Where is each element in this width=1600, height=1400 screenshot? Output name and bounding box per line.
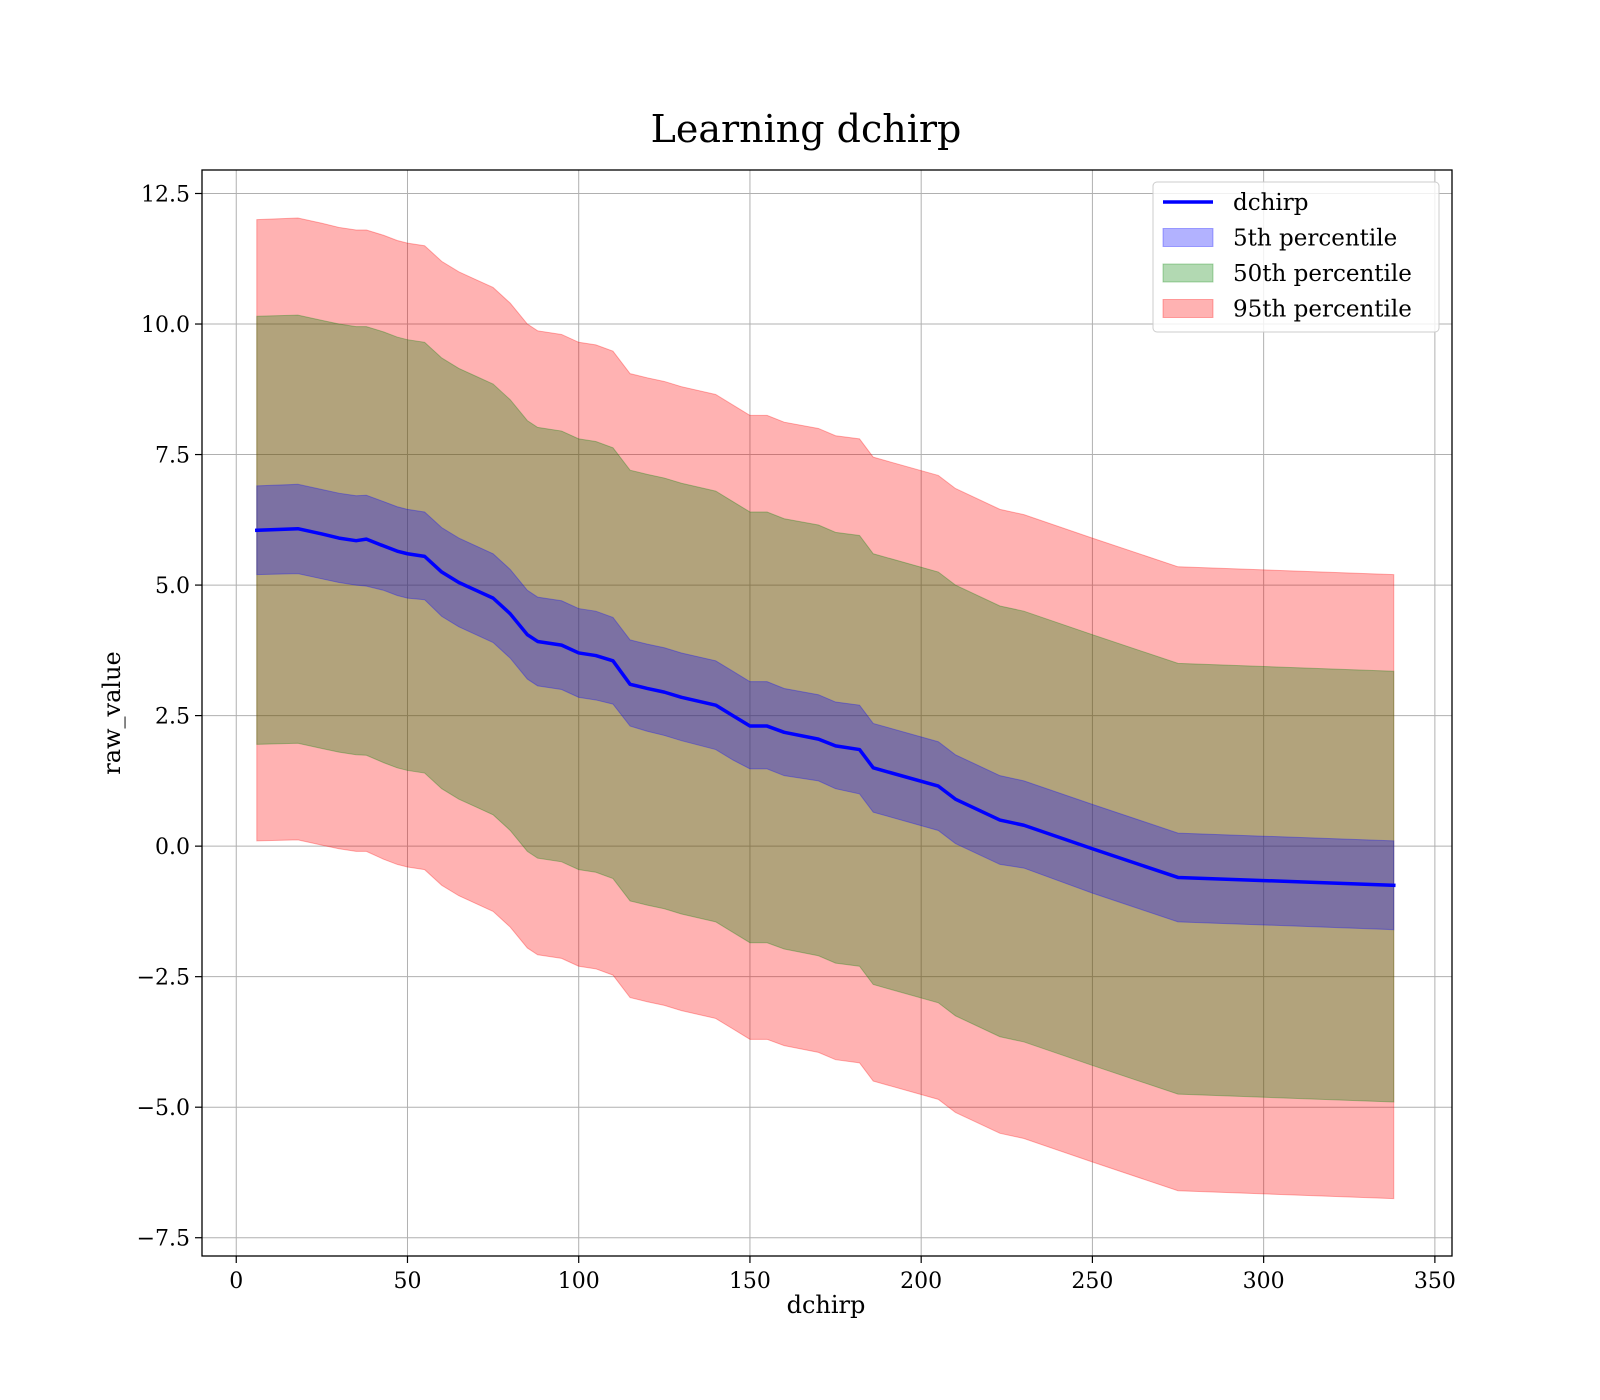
y-tick-label: −2.5	[137, 966, 190, 991]
x-tick-label: 0	[229, 1269, 243, 1294]
x-tick-label: 250	[1071, 1269, 1113, 1294]
legend-label: 95th percentile	[1233, 297, 1412, 323]
y-tick-label: −5.0	[137, 1096, 190, 1121]
y-tick-label: 2.5	[155, 705, 190, 730]
legend-swatch-patch	[1162, 263, 1214, 283]
axes-frame	[201, 169, 1453, 1257]
x-tick-label: 200	[900, 1269, 942, 1294]
y-tick-label: 7.5	[155, 444, 190, 469]
legend-swatch-patch	[1162, 228, 1214, 247]
x-tick-label: 50	[393, 1269, 421, 1294]
y-tick-label: −7.5	[137, 1227, 190, 1252]
legend-label: 50th percentile	[1233, 261, 1412, 287]
legend-box	[1152, 181, 1440, 333]
y-tick-label: 5.0	[155, 574, 190, 599]
chart-title: Learning dchirp	[651, 107, 962, 151]
legend-label: 5th percentile	[1233, 226, 1397, 252]
x-tick-label: 150	[729, 1269, 771, 1294]
band-5th-percentile	[256, 483, 1395, 931]
y-axis-label: raw_value	[98, 651, 126, 775]
series-line-dchirp	[254, 526, 1396, 888]
x-tick-label: 100	[558, 1269, 600, 1294]
band-50th-percentile	[256, 314, 1395, 1103]
x-tick-label: 350	[1414, 1269, 1456, 1294]
y-tick-label: 10.0	[141, 313, 190, 338]
axis-ticks: 0 50 100 150 200 250 300 350 −7.5 −5.0 −2.5 0.0 2.5 5…	[137, 182, 1456, 1294]
y-tick-label: 0.0	[155, 835, 190, 860]
legend-label: dchirp	[1233, 190, 1309, 216]
percentile-bands	[256, 217, 1395, 1200]
y-tick-label: 12.5	[141, 182, 190, 207]
legend-items: dchirp 5th percentile 50th percentile 95th …	[1162, 190, 1412, 323]
legend-swatch-patch	[1162, 299, 1214, 318]
x-axis-label: dchirp	[787, 1291, 866, 1319]
x-tick-label: 300	[1243, 1269, 1285, 1294]
series-lines	[254, 526, 1396, 888]
band-95th-percentile	[256, 217, 1395, 1200]
legend: dchirp 5th percentile 50th percentile 95th …	[1152, 181, 1440, 333]
grid	[202, 170, 1452, 1256]
